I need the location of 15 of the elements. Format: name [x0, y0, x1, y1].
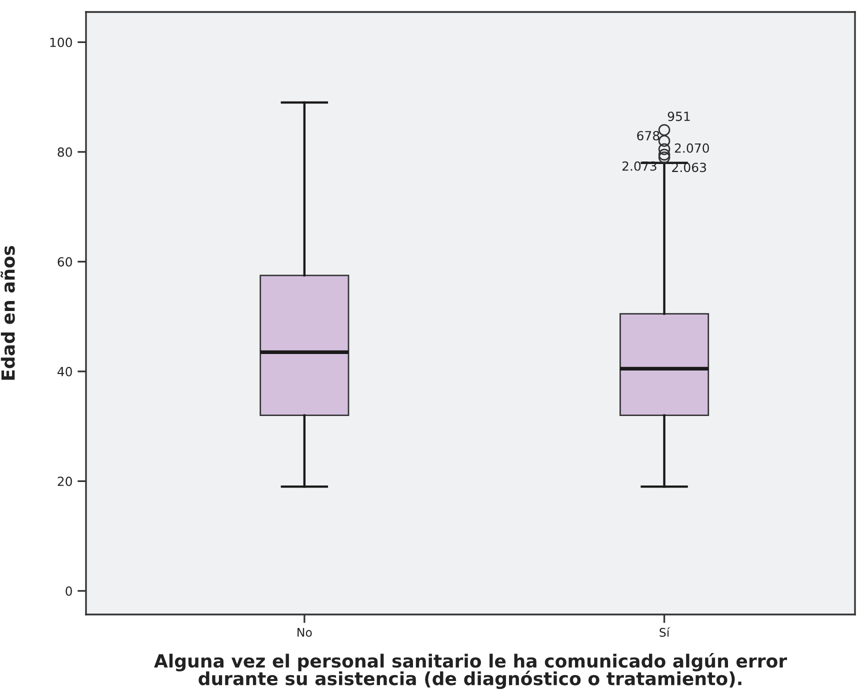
- y-tick-label: 60: [58, 257, 72, 267]
- y-tick-label: 80: [58, 147, 72, 157]
- annotation: 678: [637, 130, 660, 140]
- y-tick-label: 0: [66, 586, 72, 596]
- y-tick-label: 20: [58, 476, 72, 486]
- y-tick-label: 100: [50, 38, 72, 48]
- annotation: 951: [668, 112, 690, 122]
- x-axis-title: Alguna vez el personal sanitario le ha comunicado algún error durante su asistencia (de diagnóstico o tratamiento).: [154, 653, 788, 689]
- annotation: 2.073: [622, 161, 656, 171]
- x-tick-label: Sí: [660, 627, 670, 637]
- annotation: 2.070: [674, 143, 709, 153]
- y-tick-label: 40: [58, 366, 72, 376]
- y-axis-title: Edad en años: [0, 246, 15, 380]
- annotation: 2.063: [672, 162, 706, 172]
- x-tick-label: No: [298, 628, 312, 637]
